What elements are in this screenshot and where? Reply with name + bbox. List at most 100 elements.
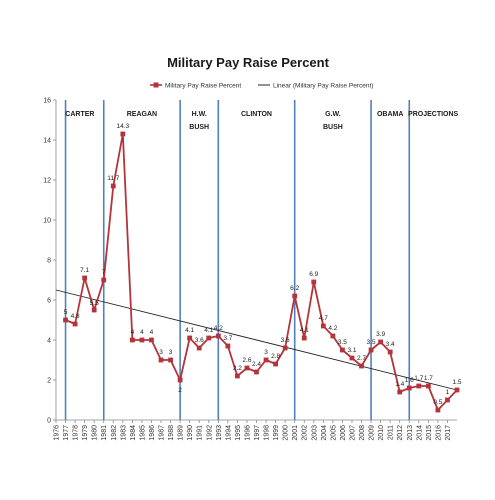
data-label: 4.1 [185,327,194,334]
data-label: 4 [140,329,144,336]
data-point [406,385,412,391]
x-tick-label: 1998 [264,425,271,441]
data-label: 11.7 [107,175,120,182]
data-label: 6.2 [290,285,299,292]
data-point [445,397,450,403]
data-point [292,293,298,299]
x-tick-label: 1997 [254,425,261,441]
data-label: 1.5 [452,379,461,386]
data-label: 7.1 [80,267,89,274]
x-tick-label: 1990 [187,425,194,441]
data-point [368,347,374,353]
data-label: 1.4 [395,381,404,388]
x-tick-label: 1999 [273,425,280,441]
data-label: 2 [178,387,182,394]
y-tick-label: 8 [47,258,51,265]
legend-label-series: Military Pay Raise Percent [165,83,241,90]
data-label: 4.2 [328,325,337,332]
x-tick-label: 2002 [302,425,309,441]
data-label: 2.4 [252,361,261,368]
x-tick-label: 2006 [340,425,347,441]
data-point [387,349,393,355]
legend: Military Pay Raise Percent Linear (Milit… [150,82,373,90]
chart-title: Military Pay Raise Percent [167,55,330,70]
x-tick-label: 2009 [369,425,376,441]
x-tick-label: 2011 [388,425,395,440]
data-point [425,383,431,389]
data-label: 14.3 [117,123,130,130]
data-label: 4.8 [71,313,80,320]
y-tick-label: 12 [43,178,51,185]
x-tick-label: 2001 [292,425,299,441]
data-point [225,343,231,349]
data-label: 1.7 [414,375,423,382]
data-point [273,361,278,367]
data-label: 6.9 [309,271,318,278]
data-point [63,317,68,323]
era-label: H.W. BUSH [189,111,209,131]
x-tick-label: 1987 [159,425,166,441]
x-tick-label: 1982 [111,425,118,441]
data-label: 5.5 [90,300,99,307]
data-point [91,307,97,313]
x-tick-label: 1984 [130,425,137,441]
data-point [435,407,441,413]
x-tick-label: 1979 [82,425,89,441]
data-point [244,365,250,371]
x-tick-label: 1995 [235,425,242,441]
data-point [196,345,202,351]
x-tick-label: 1985 [139,425,146,441]
data-label: 5 [64,309,68,316]
data-point [235,373,240,379]
x-tick-label: 1986 [149,425,156,441]
data-label: 7 [102,269,106,276]
data-label: 4.2 [214,325,223,332]
data-label: 3.4 [386,341,395,348]
x-tick-label: 2010 [378,425,385,441]
data-point [177,377,183,383]
y-tick-label: 16 [43,98,51,105]
data-label: 3.6 [195,337,204,344]
data-point [349,355,355,361]
data-point [215,333,221,339]
data-label: 4.1 [204,327,213,334]
y-tick-label: 10 [43,218,51,225]
x-tick-label: 2003 [311,425,318,441]
x-tick-label: 2004 [321,425,328,441]
y-tick-label: 14 [43,138,51,145]
data-label: 3.9 [376,331,385,338]
data-label: 4.1 [300,327,309,334]
x-tick-label: 1991 [197,425,204,441]
data-point [82,275,88,281]
era-dividers: CARTER REAGAN H.W. BUSH CLINTON G.W. BUSH OBAMA… [64,100,459,420]
data-label: 3.5 [367,339,376,346]
trendline [55,289,458,391]
x-tick-label: 1978 [73,425,80,441]
data-point [158,357,164,363]
data-point [454,387,460,393]
data-label: 2.8 [271,353,280,360]
data-point [301,335,307,341]
x-tick-label: 1989 [178,425,185,441]
x-tick-label: 2005 [330,425,337,441]
x-tick-label: 1980 [92,425,99,441]
x-tick-label: 2017 [445,425,452,441]
era-label: CARTER [65,111,94,118]
data-point [378,339,384,345]
data-point [120,131,126,137]
data-label: 3.1 [347,347,356,354]
x-tick-label: 1992 [206,425,213,441]
data-label: 3 [169,349,173,356]
data-point [254,369,259,375]
x-tick-label: 1996 [244,425,251,441]
data-point [72,321,78,327]
x-tick-label: 1993 [216,425,223,441]
x-tick-label: 1976 [54,425,61,441]
linear-trendline [55,289,458,391]
series-line [65,133,458,411]
data-point [168,357,173,363]
era-label: PROJECTIONS [408,111,459,118]
era-label: OBAMA [377,111,403,118]
